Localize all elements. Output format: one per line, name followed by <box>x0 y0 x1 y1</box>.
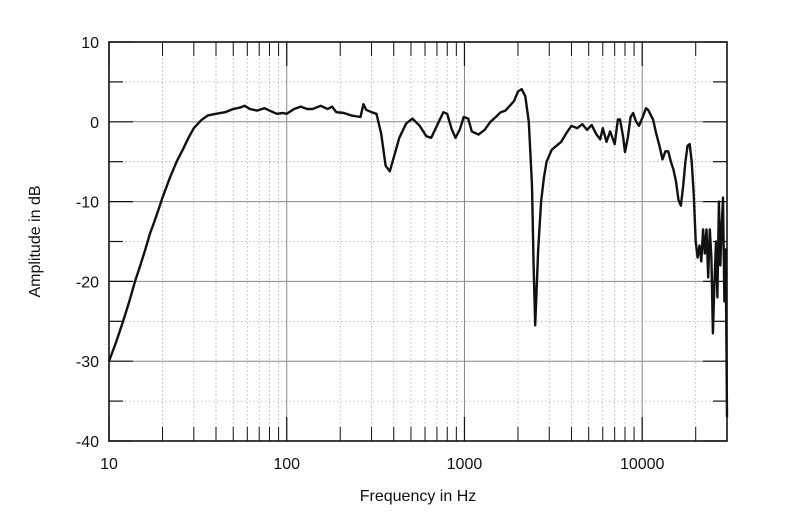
x-tick-label: 10000 <box>620 456 665 473</box>
y-axis-label: Amplitude in dB <box>27 185 44 297</box>
x-tick-label: 10 <box>100 456 118 473</box>
y-tick-label: 0 <box>90 115 99 132</box>
grid <box>108 42 728 441</box>
x-tick-labels: 10 100 1000 10000 <box>100 456 664 473</box>
x-tick-label: 100 <box>273 456 300 473</box>
y-tick-labels: 10 0 -10 -20 -30 -40 <box>76 35 99 451</box>
y-tick-label: -40 <box>76 434 99 451</box>
x-axis-label: Frequency in Hz <box>360 488 477 505</box>
y-tick-label: -30 <box>76 354 99 371</box>
axis-ticks <box>108 41 728 442</box>
y-tick-label: -20 <box>76 274 99 291</box>
x-tick-label: 1000 <box>447 456 483 473</box>
y-tick-label: -10 <box>76 195 99 212</box>
y-tick-label: 10 <box>81 35 99 52</box>
series-line <box>107 87 729 418</box>
